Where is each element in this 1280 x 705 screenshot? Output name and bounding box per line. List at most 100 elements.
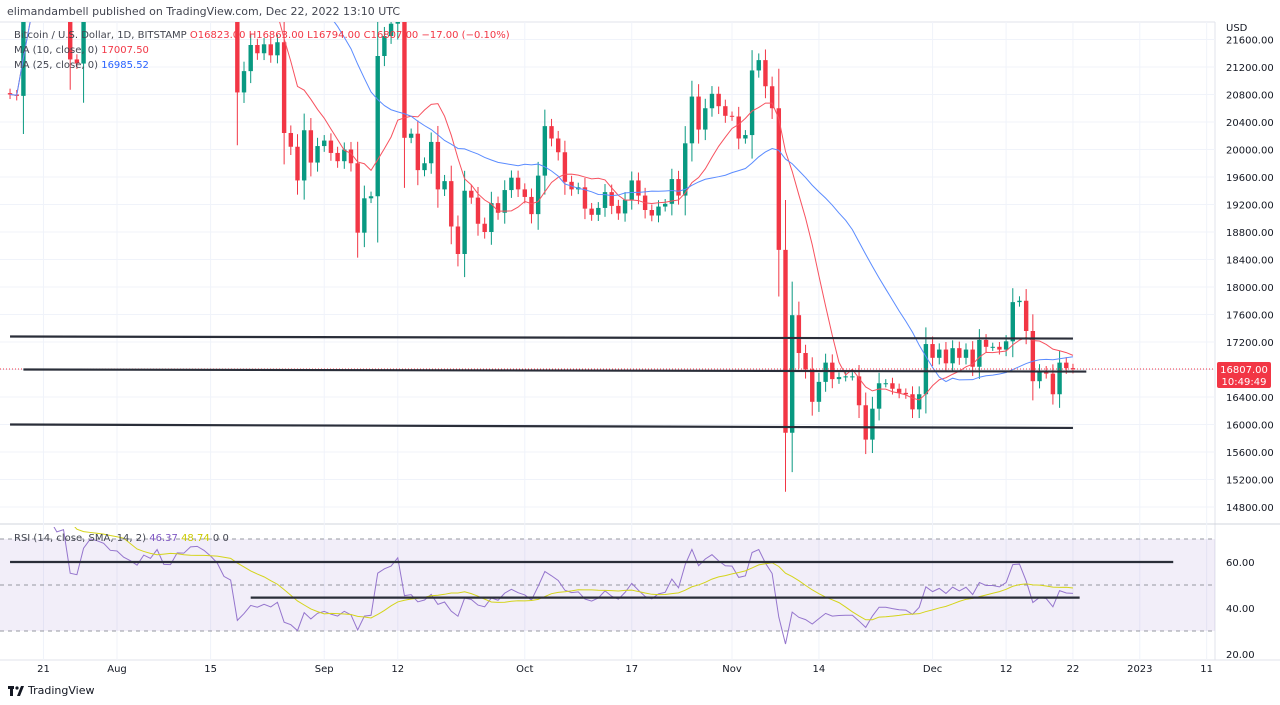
candle-down — [863, 405, 868, 440]
main-pane — [0, 22, 1215, 492]
price-tick-label: 18800.00 — [1226, 228, 1274, 239]
candle-down — [348, 149, 354, 164]
candle-down — [562, 152, 568, 182]
candle-down — [1064, 362, 1069, 369]
tradingview-brand[interactable]: TradingView — [8, 684, 94, 697]
ohlc-open: O16823.00 — [189, 30, 246, 41]
horizontal-level-line — [10, 335, 1073, 340]
publisher-line: elimandambell published on TradingView.c… — [7, 5, 401, 18]
candle-down — [1050, 373, 1056, 395]
candle-down — [983, 339, 989, 347]
candle-up — [950, 348, 955, 364]
candle-up — [789, 315, 795, 433]
ma25-row[interactable]: MA (25, close, 0) 16985.52 — [14, 58, 510, 73]
candle-up — [535, 175, 541, 215]
ohlc-change: −17.00 (−0.10%) — [421, 30, 510, 41]
candle-up — [388, 23, 394, 37]
rsi-line — [53, 527, 1073, 645]
candle-down — [482, 223, 487, 232]
candle-up — [395, 22, 400, 24]
candle-up — [542, 126, 548, 176]
candle-down — [890, 383, 895, 389]
candle-down — [415, 133, 421, 171]
candle-up — [1010, 302, 1015, 342]
candle-up — [408, 133, 414, 138]
ma10-row[interactable]: MA (10, close, 0) 17007.50 — [14, 43, 510, 58]
candle-up — [870, 408, 875, 440]
countdown-text: 10:49:49 — [1222, 377, 1267, 388]
last-price-tag: 16807.00 10:49:49 — [1217, 362, 1271, 388]
candle-up — [622, 199, 628, 214]
candle-down — [556, 138, 561, 153]
date-tick-label: Dec — [923, 664, 942, 675]
rsi-extra-1: 0 — [212, 533, 220, 544]
candle-down — [910, 394, 915, 410]
candle-up — [261, 44, 267, 54]
candle-up — [502, 190, 507, 213]
price-tick-label: 19600.00 — [1226, 173, 1274, 184]
candle-down — [475, 197, 481, 224]
candle-up — [743, 135, 748, 139]
symbol-label: Bitcoin / U.S. Dollar, 1D, BITSTAMP — [14, 30, 187, 41]
candle-down — [609, 192, 614, 206]
candle-down — [288, 133, 294, 147]
candle-up — [322, 140, 327, 147]
candle-down — [1023, 300, 1029, 331]
candle-up — [977, 339, 982, 367]
candle-up — [709, 93, 715, 109]
candle-down — [255, 45, 260, 54]
ma10-value: 17007.50 — [101, 45, 149, 56]
candle-up — [963, 349, 969, 358]
candle-down — [335, 152, 340, 162]
candle-up — [81, 22, 86, 64]
candle-up — [990, 346, 995, 348]
candle-up — [703, 108, 708, 130]
last-price-text: 16807.00 — [1220, 365, 1268, 376]
price-tick-label: 18400.00 — [1226, 256, 1274, 267]
price-legend: Bitcoin / U.S. Dollar, 1D, BITSTAMP O168… — [14, 28, 510, 73]
candle-down — [856, 376, 862, 406]
ma25-line — [9, 22, 1074, 383]
candle-up — [362, 198, 367, 233]
candle-down — [769, 86, 775, 109]
candle-up — [602, 192, 608, 208]
ohlc-low: L16794.00 — [307, 30, 361, 41]
candle-up — [462, 190, 467, 254]
price-tick-label: 21600.00 — [1226, 36, 1274, 47]
brand-text: TradingView — [28, 684, 95, 697]
rsi-legend[interactable]: RSI (14, close, SMA, 14, 2) 46.37 48.74 … — [14, 533, 229, 544]
date-tick-label: 22 — [1067, 664, 1080, 675]
candle-down — [435, 141, 441, 190]
candle-up — [937, 349, 942, 358]
horizontal-level-line — [10, 423, 1073, 430]
rsi-tick-label: 60.00 — [1226, 558, 1255, 569]
candle-up — [382, 36, 387, 56]
candle-up — [850, 376, 855, 378]
candle-up — [669, 179, 675, 204]
candle-down — [803, 353, 808, 370]
candle-down — [455, 226, 461, 254]
rsi-tick-label: 20.00 — [1226, 650, 1255, 661]
ohlc-high: H16863.00 — [248, 30, 304, 41]
candle-down — [281, 42, 287, 133]
candle-up — [241, 71, 247, 93]
candle-up — [689, 96, 695, 144]
candle-down — [783, 249, 788, 433]
candle-up — [442, 181, 447, 190]
candle-down — [930, 344, 935, 358]
candle-up — [1017, 300, 1022, 303]
axes: 14800.00 15200.00 15600.00 16000.00 16400.00… — [37, 36, 1274, 676]
candle-down — [549, 126, 554, 139]
candle-down — [810, 369, 815, 402]
candle-down — [582, 187, 588, 209]
rsi-pane — [0, 527, 1215, 645]
date-tick-label: 2023 — [1127, 664, 1152, 675]
rsi-value: 46.37 — [149, 533, 178, 544]
ma25-value: 16985.52 — [101, 60, 149, 71]
ma25-label: MA (25, close, 0) — [14, 60, 99, 71]
candle-down — [295, 146, 300, 181]
candle-down — [729, 115, 735, 117]
date-tick-label: 15 — [204, 664, 217, 675]
candle-down — [1030, 331, 1036, 382]
